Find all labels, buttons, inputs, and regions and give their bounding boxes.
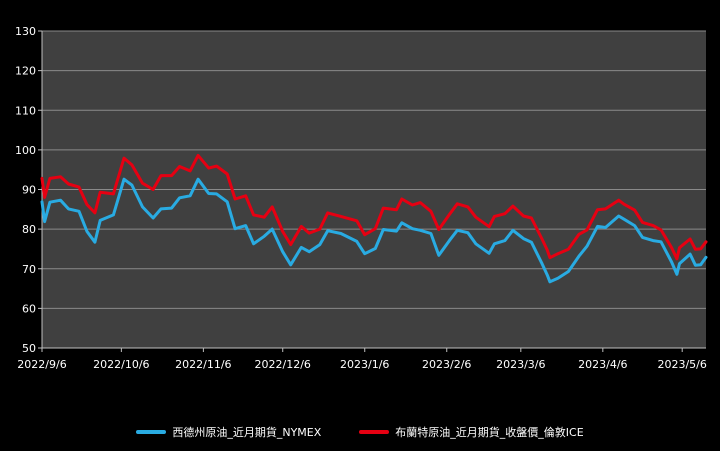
x-tick-label: 2022/9/6 [17,358,66,371]
y-tick-label: 110 [15,104,36,117]
wti-price-line [40,177,708,284]
legend-swatch-wti [136,430,167,434]
x-tick-label: 2022/11/6 [175,358,231,371]
x-tick-label: 2023/4/6 [578,358,627,371]
y-tick-label: 80 [22,223,36,236]
x-tick-label: 2022/12/6 [255,358,311,371]
y-tick-label: 90 [22,184,36,197]
y-tick-label: 70 [22,263,36,276]
brent-price-line [40,153,708,261]
series-lines [40,153,708,284]
y-tick-label: 100 [15,144,36,157]
x-tick-label: 2023/5/6 [657,358,706,371]
y-tick-label: 60 [22,302,36,315]
legend-label-wti: 西德州原油_近月期貨_NYMEX [172,426,322,439]
legend-item-brent: 布蘭特原油_近月期貨_收盤價_倫敦ICE [359,424,584,440]
legend-item-wti: 西德州原油_近月期貨_NYMEX [136,424,321,440]
y-tick-label: 130 [15,25,36,38]
y-tick-label: 120 [15,65,36,78]
x-tick-label: 2023/3/6 [496,358,545,371]
axes [38,30,706,352]
tick-labels: 50 60 70 80 90 100 110 120 130 2022/9/6 2022/10/6 2… [15,25,707,371]
legend-label-brent: 布蘭特原油_近月期貨_收盤價_倫敦ICE [395,426,584,439]
legend: 西德州原油_近月期貨_NYMEX 布蘭特原油_近月期貨_收盤價_倫敦ICE [0,421,720,443]
x-tick-label: 2022/10/6 [93,358,149,371]
y-tick-label: 50 [22,342,36,355]
x-tick-label: 2023/1/6 [340,358,389,371]
x-tick-label: 2023/2/6 [422,358,471,371]
legend-swatch-brent [359,430,390,434]
